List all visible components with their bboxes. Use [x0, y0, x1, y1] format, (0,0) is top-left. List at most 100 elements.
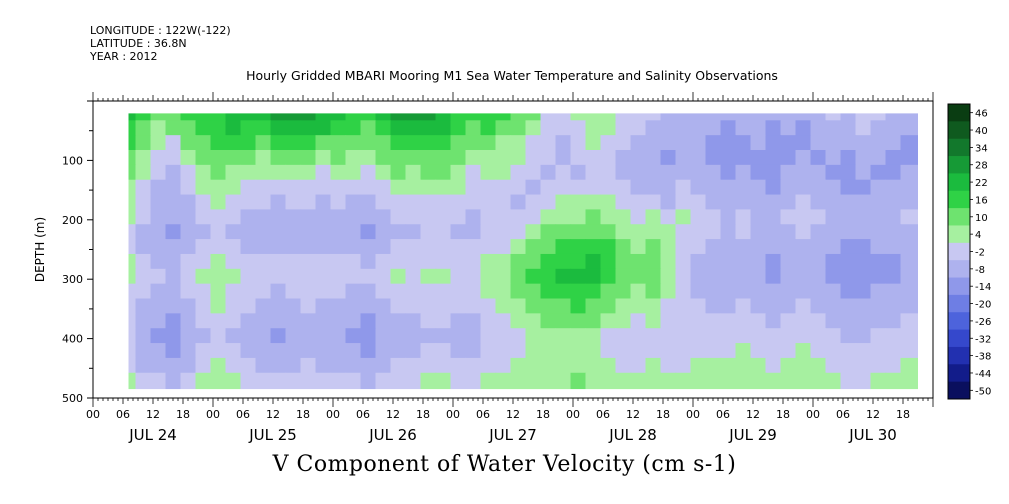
- heatmap-cell: [405, 209, 422, 225]
- heatmap-cell: [330, 313, 347, 329]
- latitude-label: LATITUDE : 36.8N: [90, 37, 187, 50]
- heatmap-cell: [720, 150, 737, 166]
- heatmap-cell: [705, 179, 722, 196]
- heatmap-cell: [495, 253, 512, 270]
- heatmap-cell: [195, 253, 212, 270]
- heatmap-cell: [180, 357, 197, 374]
- heatmap-cell: [750, 372, 767, 390]
- heatmap-cell: [705, 253, 722, 270]
- heatmap-cell: [480, 357, 497, 374]
- heatmap-cell: [900, 209, 919, 225]
- gap-mask: [93, 101, 129, 398]
- heatmap-cell: [570, 372, 587, 390]
- heatmap-cell: [765, 239, 782, 255]
- heatmap-cell: [555, 253, 572, 270]
- heatmap-cell: [285, 298, 302, 314]
- heatmap-cell: [765, 120, 782, 136]
- heatmap-cell: [420, 328, 437, 344]
- heatmap-cell: [150, 343, 167, 359]
- heatmap-cell: [855, 112, 872, 121]
- heatmap-cell: [570, 253, 587, 270]
- colorbar-swatch: [948, 260, 970, 279]
- heatmap-cell: [330, 343, 347, 359]
- colorbar-swatch: [948, 329, 970, 348]
- heatmap-cell: [405, 135, 422, 151]
- heatmap-cell: [180, 224, 197, 240]
- heatmap-cell: [705, 343, 722, 359]
- heatmap-cell: [135, 268, 152, 285]
- heatmap-cell: [660, 179, 677, 196]
- heatmap-cell: [780, 357, 797, 374]
- gap-mask: [93, 101, 933, 114]
- heatmap-cell: [465, 239, 482, 255]
- heatmap-cell: [840, 150, 857, 166]
- heatmap-cell: [735, 150, 752, 166]
- heatmap-cell: [870, 313, 887, 329]
- x-tick-label: 18: [896, 408, 910, 421]
- heatmap-cell: [180, 343, 197, 359]
- heatmap-cell: [390, 224, 407, 240]
- heatmap-cell: [195, 283, 212, 300]
- heatmap-cell: [870, 328, 887, 344]
- colorbar-swatch: [948, 312, 970, 331]
- colorbar-label: -50: [975, 386, 991, 397]
- heatmap-cell: [330, 283, 347, 300]
- x-tick-label: 18: [536, 408, 550, 421]
- heatmap-cell: [795, 372, 812, 390]
- heatmap-cell: [390, 179, 407, 196]
- heatmap-cell: [870, 194, 887, 211]
- heatmap-cell: [405, 372, 422, 390]
- colorbar-label: -8: [975, 265, 985, 276]
- heatmap-cell: [495, 313, 512, 329]
- heatmap-cell: [150, 298, 167, 314]
- heatmap-cell: [345, 313, 362, 329]
- heatmap-cell: [885, 194, 902, 211]
- heatmap-cell: [900, 224, 919, 240]
- heatmap-cell: [600, 150, 617, 166]
- heatmap-cell: [765, 135, 782, 151]
- heatmap-cell: [780, 283, 797, 300]
- heatmap-cell: [630, 283, 647, 300]
- heatmap-cell: [180, 194, 197, 211]
- heatmap-cell: [870, 179, 887, 196]
- heatmap-cell: [435, 253, 452, 270]
- heatmap-cell: [195, 268, 212, 285]
- heatmap-cell: [128, 112, 137, 121]
- heatmap-cell: [360, 135, 377, 151]
- heatmap-cell: [300, 120, 317, 136]
- heatmap-cell: [570, 283, 587, 300]
- heatmap-cell: [315, 239, 332, 255]
- heatmap-cell: [195, 224, 212, 240]
- heatmap-cell: [630, 120, 647, 136]
- heatmap-cell: [795, 239, 812, 255]
- heatmap-cell: [585, 313, 602, 329]
- heatmap-cell: [300, 298, 317, 314]
- heatmap-cell: [705, 120, 722, 136]
- heatmap-cell: [375, 343, 392, 359]
- heatmap-cell: [870, 164, 887, 181]
- heatmap-cell: [128, 239, 137, 255]
- heatmap-cell: [660, 120, 677, 136]
- x-tick-label: 00: [686, 408, 700, 421]
- x-day-label: JUL 28: [608, 426, 657, 444]
- heatmap-cell: [255, 194, 272, 211]
- heatmap-cell: [315, 343, 332, 359]
- heatmap-cell: [540, 150, 557, 166]
- heatmap-cell: [825, 224, 842, 240]
- heatmap-cell: [570, 357, 587, 374]
- heatmap-cell: [660, 194, 677, 211]
- heatmap-cell: [128, 150, 137, 166]
- heatmap-cell: [345, 209, 362, 225]
- heatmap-cell: [270, 224, 287, 240]
- heatmap-cell: [210, 209, 227, 225]
- heatmap-cell: [255, 313, 272, 329]
- heatmap-cell: [210, 120, 227, 136]
- heatmap-cell: [720, 120, 737, 136]
- heatmap-cell: [450, 313, 467, 329]
- heatmap-cell: [675, 372, 692, 390]
- x-tick-label: 06: [236, 408, 250, 421]
- heatmap-cell: [345, 283, 362, 300]
- heatmap-cell: [825, 135, 842, 151]
- heatmap-cell: [195, 112, 212, 121]
- heatmap-cell: [705, 150, 722, 166]
